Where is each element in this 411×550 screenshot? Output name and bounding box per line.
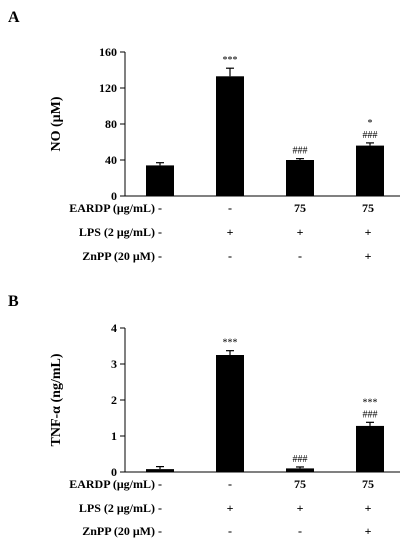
y-tick-label-a: 160 xyxy=(99,45,117,59)
significance-marker-b: *** xyxy=(363,397,378,408)
bar-a xyxy=(216,76,244,196)
bar-b xyxy=(146,469,174,472)
y-tick-label-a: 120 xyxy=(99,81,117,95)
condition-mark-a: - xyxy=(298,249,302,263)
condition-mark-b: - xyxy=(228,524,232,538)
condition-mark-a: 75 xyxy=(362,201,374,215)
condition-label-a: LPS (2 μg/mL) xyxy=(79,225,155,239)
condition-mark-a: - xyxy=(158,225,162,239)
y-tick-label-b: 1 xyxy=(111,429,117,443)
significance-marker-a: * xyxy=(368,118,373,129)
significance-marker-a: ### xyxy=(293,146,308,157)
axis-group-a: 0 40 80 120 160 xyxy=(99,45,400,203)
significance-marker-b: ### xyxy=(363,409,378,420)
bars-group-a: ***###*### xyxy=(146,55,384,196)
condition-mark-a: - xyxy=(228,201,232,215)
y-tick-label-a: 80 xyxy=(105,117,117,131)
y-tick-label-b: 4 xyxy=(111,321,117,335)
bar-b xyxy=(216,355,244,472)
bar-a xyxy=(356,145,384,196)
y-tick-label-b: 3 xyxy=(111,357,117,371)
panel-letter-b: B xyxy=(8,293,19,310)
condition-mark-a: + xyxy=(365,225,372,239)
condition-mark-b: - xyxy=(158,501,162,515)
y-tick-label-a: 0 xyxy=(111,189,117,203)
y-axis-label-a: NO (μM) xyxy=(49,96,64,151)
significance-marker-a: ### xyxy=(363,130,378,141)
condition-mark-b: + xyxy=(297,501,304,515)
condition-mark-b: - xyxy=(158,477,162,491)
significance-marker-a: *** xyxy=(223,55,238,66)
condition-label-b: EARDP (μg/mL) xyxy=(69,477,155,491)
condition-mark-a: + xyxy=(297,225,304,239)
condition-mark-b: - xyxy=(158,524,162,538)
significance-marker-b: *** xyxy=(223,338,238,349)
bar-b xyxy=(286,468,314,472)
condition-mark-a: - xyxy=(158,249,162,263)
significance-marker-b: ### xyxy=(293,454,308,465)
condition-mark-b: + xyxy=(365,501,372,515)
y-tick-label-a: 40 xyxy=(105,153,117,167)
condition-mark-a: + xyxy=(227,225,234,239)
condition-mark-b: + xyxy=(365,524,372,538)
condition-label-b: ZnPP (20 μM) xyxy=(82,524,155,538)
condition-mark-a: 75 xyxy=(294,201,306,215)
bar-a xyxy=(286,160,314,196)
y-tick-label-b: 0 xyxy=(111,465,117,479)
condition-mark-b: 75 xyxy=(294,477,306,491)
condition-mark-b: - xyxy=(228,477,232,491)
y-axis-label-b: TNF-α (ng/mL) xyxy=(49,353,64,446)
condition-mark-b: + xyxy=(227,501,234,515)
condition-mark-a: - xyxy=(228,249,232,263)
condition-mark-a: + xyxy=(365,249,372,263)
bar-b xyxy=(356,425,384,472)
bar-a xyxy=(146,165,174,196)
condition-label-a: ZnPP (20 μM) xyxy=(82,249,155,263)
condition-mark-b: 75 xyxy=(362,477,374,491)
condition-label-a: EARDP (μg/mL) xyxy=(69,201,155,215)
bars-group-b: ***###***### xyxy=(146,338,384,472)
condition-mark-a: - xyxy=(158,201,162,215)
y-tick-label-b: 2 xyxy=(111,393,117,407)
condition-mark-b: - xyxy=(298,524,302,538)
condition-label-b: LPS (2 μg/mL) xyxy=(79,501,155,515)
panel-letter-a: A xyxy=(8,9,20,26)
